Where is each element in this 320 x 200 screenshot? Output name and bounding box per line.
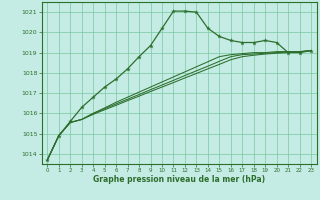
X-axis label: Graphe pression niveau de la mer (hPa): Graphe pression niveau de la mer (hPa) — [93, 175, 265, 184]
